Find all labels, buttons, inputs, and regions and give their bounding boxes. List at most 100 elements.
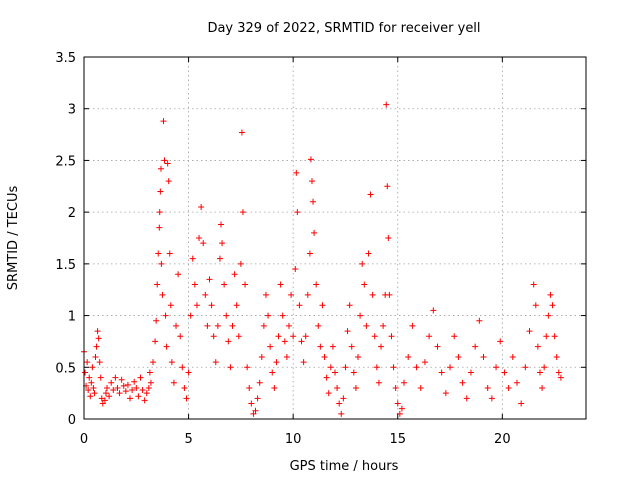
data-point xyxy=(82,369,89,376)
data-point xyxy=(530,281,537,288)
data-point xyxy=(256,379,263,386)
data-point xyxy=(223,312,230,319)
data-point xyxy=(285,322,292,329)
data-point xyxy=(175,271,182,278)
data-point xyxy=(114,384,121,391)
data-point xyxy=(141,397,148,404)
grid xyxy=(84,57,586,419)
data-point xyxy=(157,188,164,195)
data-point xyxy=(455,353,462,360)
data-point xyxy=(187,312,194,319)
data-point xyxy=(367,191,374,198)
data-point xyxy=(373,364,380,371)
data-point xyxy=(323,374,330,381)
chart-title: Day 329 of 2022, SRMTID for receiver yel… xyxy=(207,21,480,36)
data-point xyxy=(250,410,257,417)
data-point xyxy=(124,381,131,388)
data-point xyxy=(447,364,454,371)
data-point xyxy=(185,369,192,376)
data-point xyxy=(183,395,190,402)
data-point xyxy=(94,328,101,335)
data-point xyxy=(338,410,345,417)
data-point xyxy=(277,281,284,288)
data-point xyxy=(294,209,301,216)
data-point xyxy=(311,229,318,236)
data-point xyxy=(98,395,105,402)
data-point xyxy=(179,364,186,371)
data-point xyxy=(85,387,92,394)
data-point xyxy=(385,235,392,241)
data-point xyxy=(497,338,504,345)
data-point xyxy=(95,335,102,342)
data-point xyxy=(267,343,274,350)
data-point xyxy=(173,322,180,329)
data-point xyxy=(352,384,359,391)
data-point xyxy=(101,397,108,404)
data-point xyxy=(304,291,311,298)
data-point xyxy=(177,333,184,340)
data-point xyxy=(378,343,385,350)
data-point xyxy=(334,384,341,391)
plot-frame xyxy=(83,56,587,420)
data-point xyxy=(357,312,364,319)
data-point xyxy=(120,382,127,389)
data-point xyxy=(145,384,152,391)
data-point xyxy=(472,343,479,350)
data-point xyxy=(157,165,164,172)
data-point xyxy=(168,359,175,366)
y-tick-label: 0 xyxy=(68,413,76,428)
data-point xyxy=(235,333,242,340)
data-point xyxy=(139,387,146,394)
data-point xyxy=(463,395,470,402)
data-point xyxy=(106,393,113,400)
data-point xyxy=(536,369,543,376)
data-point xyxy=(155,250,162,257)
data-point xyxy=(191,281,198,288)
y-tick-label: 2 xyxy=(68,206,76,221)
data-point xyxy=(346,302,353,309)
data-point xyxy=(344,328,351,335)
data-point xyxy=(137,374,144,381)
x-tick-label: 10 xyxy=(285,432,302,447)
data-point xyxy=(154,281,161,288)
data-point xyxy=(380,322,387,329)
data-point xyxy=(488,395,495,402)
data-point xyxy=(160,118,167,125)
y-tick-label: 1.5 xyxy=(55,258,76,273)
y-tick-label: 1 xyxy=(68,310,76,325)
data-point xyxy=(545,312,552,319)
data-point xyxy=(302,333,309,340)
data-point xyxy=(434,343,441,350)
data-point xyxy=(216,255,223,262)
data-point xyxy=(290,333,297,340)
data-point xyxy=(135,393,142,400)
axis-ticks: 0 0.5 1 1.5 2 2.5 3 3.5 0 5 10 15 20 xyxy=(55,51,586,447)
data-point xyxy=(246,384,253,391)
data-point xyxy=(365,250,372,257)
data-point xyxy=(317,343,324,350)
data-point xyxy=(202,291,209,298)
data-point xyxy=(214,322,221,329)
data-point xyxy=(513,379,520,386)
data-point xyxy=(329,343,336,350)
data-point xyxy=(227,364,234,371)
data-point xyxy=(150,359,157,366)
data-point xyxy=(355,353,362,360)
data-point xyxy=(315,322,322,329)
data-point xyxy=(417,384,424,391)
data-point xyxy=(396,410,403,417)
data-point xyxy=(269,369,276,376)
data-point xyxy=(361,281,368,288)
data-point xyxy=(258,353,265,360)
data-point xyxy=(200,240,207,247)
data-point xyxy=(156,209,163,216)
data-point xyxy=(127,395,134,402)
data-point xyxy=(163,343,170,350)
data-point xyxy=(181,384,188,391)
data-point xyxy=(110,387,117,394)
data-point xyxy=(237,260,244,267)
data-point xyxy=(467,369,474,376)
data-point xyxy=(159,291,166,298)
data-point xyxy=(198,203,205,210)
data-point xyxy=(292,266,299,273)
